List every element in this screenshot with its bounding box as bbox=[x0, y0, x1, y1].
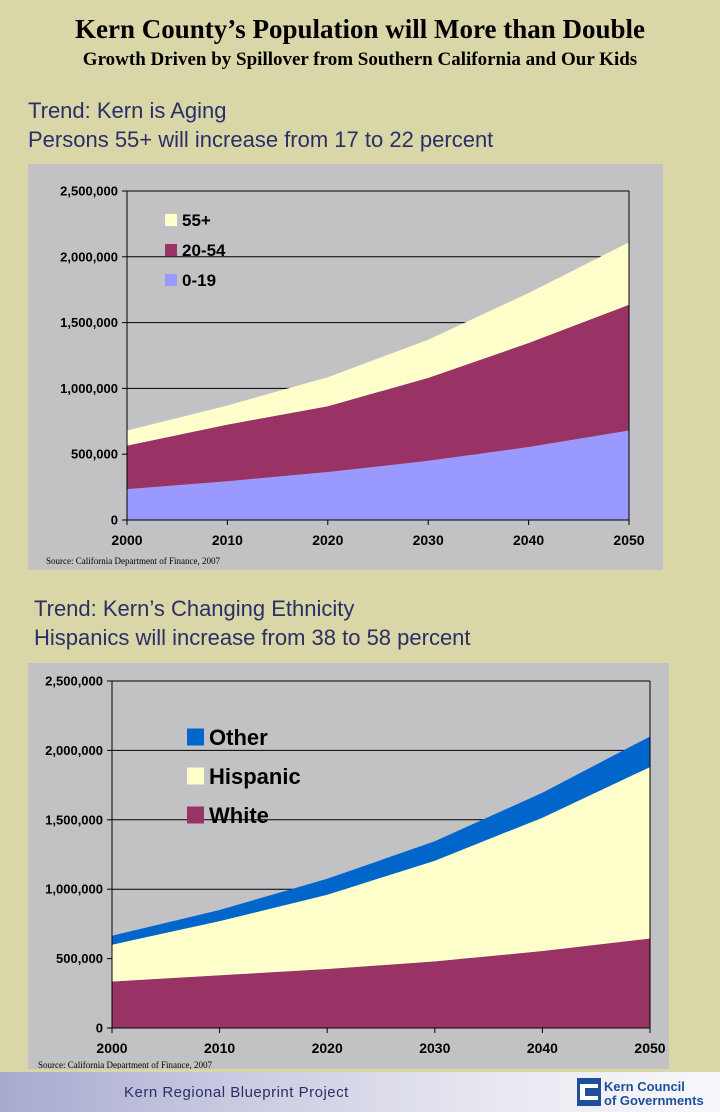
legend-label-white: White bbox=[209, 803, 269, 828]
ethnicity-heading: Trend: Kern’s Changing Ethnicity Hispani… bbox=[34, 594, 471, 652]
y-tick-label: 500,000 bbox=[71, 447, 118, 462]
x-tick-label: 2020 bbox=[312, 1040, 343, 1056]
ethnicity-heading-line1: Trend: Kern’s Changing Ethnicity bbox=[34, 596, 355, 621]
legend-swatch-white bbox=[187, 806, 204, 824]
footer-logo: Kern Council of Governments bbox=[604, 1080, 704, 1108]
footer-logo-line1: Kern Council bbox=[604, 1079, 685, 1094]
x-tick-label: 2040 bbox=[513, 532, 544, 548]
x-tick-label: 2010 bbox=[204, 1040, 235, 1056]
source-note: Source: California Department of Finance… bbox=[38, 1060, 212, 1069]
x-tick-label: 2030 bbox=[413, 532, 444, 548]
footer-bar: Kern Regional Blueprint Project Kern Cou… bbox=[0, 1072, 720, 1112]
ethnicity-heading-line2: Hispanics will increase from 38 to 58 pe… bbox=[34, 625, 471, 650]
y-tick-label: 2,500,000 bbox=[45, 674, 103, 689]
x-tick-label: 2000 bbox=[111, 532, 142, 548]
source-note: Source: California Department of Finance… bbox=[46, 556, 220, 566]
legend-swatch-hispanic bbox=[187, 767, 204, 785]
area-series-hispanic bbox=[112, 767, 650, 982]
age-chart: 0 500,000 1,000,000 1,500,000 2,000,000 2,500… bbox=[28, 164, 663, 570]
legend-label-0-19: 0-19 bbox=[182, 271, 216, 290]
y-tick-label: 2,000,000 bbox=[60, 249, 118, 264]
legend-swatch-other bbox=[187, 728, 204, 746]
footer-logo-line2: of Governments bbox=[604, 1093, 704, 1108]
legend-label-20-54: 20-54 bbox=[182, 241, 226, 260]
area-series-55 bbox=[127, 242, 629, 446]
ethnicity-chart-svg: 0 500,000 1,000,000 1,500,000 2,000,000 2,500… bbox=[38, 674, 666, 1070]
footer-project: Kern Regional Blueprint Project bbox=[124, 1084, 349, 1101]
ethnicity-chart: 0 500,000 1,000,000 1,500,000 2,000,000 2,500… bbox=[28, 663, 669, 1069]
aging-heading-line2: Persons 55+ will increase from 17 to 22 … bbox=[28, 127, 494, 152]
x-tick-label: 2050 bbox=[613, 532, 644, 548]
aging-heading: Trend: Kern is Aging Persons 55+ will in… bbox=[28, 96, 493, 154]
x-tick-label: 2010 bbox=[212, 532, 243, 548]
page-subtitle: Growth Driven by Spillover from Southern… bbox=[82, 49, 638, 70]
legend-swatch-0-19 bbox=[165, 274, 177, 286]
area-series-20-54 bbox=[127, 304, 629, 490]
x-tick-label: 2040 bbox=[527, 1040, 558, 1056]
aging-heading-line1: Trend: Kern is Aging bbox=[28, 98, 227, 123]
x-tick-label: 2050 bbox=[634, 1040, 665, 1056]
page-title: Kern County’s Population will More than … bbox=[74, 14, 646, 44]
y-tick-label: 0 bbox=[96, 1021, 103, 1036]
area-series-0-19 bbox=[127, 430, 629, 520]
y-tick-label: 1,500,000 bbox=[60, 315, 118, 330]
x-tick-label: 2030 bbox=[419, 1040, 450, 1056]
kern-cog-logo-icon bbox=[577, 1078, 601, 1106]
y-tick-label: 500,000 bbox=[56, 951, 103, 966]
legend-swatch-20-54 bbox=[165, 244, 177, 256]
x-tick-label: 2000 bbox=[96, 1040, 127, 1056]
legend-label-55: 55+ bbox=[182, 211, 211, 230]
y-tick-label: 1,000,000 bbox=[60, 381, 118, 396]
y-tick-label: 2,000,000 bbox=[45, 743, 103, 758]
y-tick-label: 2,500,000 bbox=[60, 184, 118, 199]
y-tick-label: 1,000,000 bbox=[45, 882, 103, 897]
y-tick-label: 0 bbox=[111, 513, 118, 528]
age-chart-svg: 0 500,000 1,000,000 1,500,000 2,000,000 2,500… bbox=[46, 184, 645, 567]
x-tick-label: 2020 bbox=[312, 532, 343, 548]
legend-label-other: Other bbox=[209, 725, 268, 750]
legend-swatch-55 bbox=[165, 214, 177, 226]
legend-label-hispanic: Hispanic bbox=[209, 764, 301, 789]
area-series-white bbox=[112, 938, 650, 1028]
y-tick-label: 1,500,000 bbox=[45, 812, 103, 827]
area-series-other bbox=[112, 736, 650, 945]
